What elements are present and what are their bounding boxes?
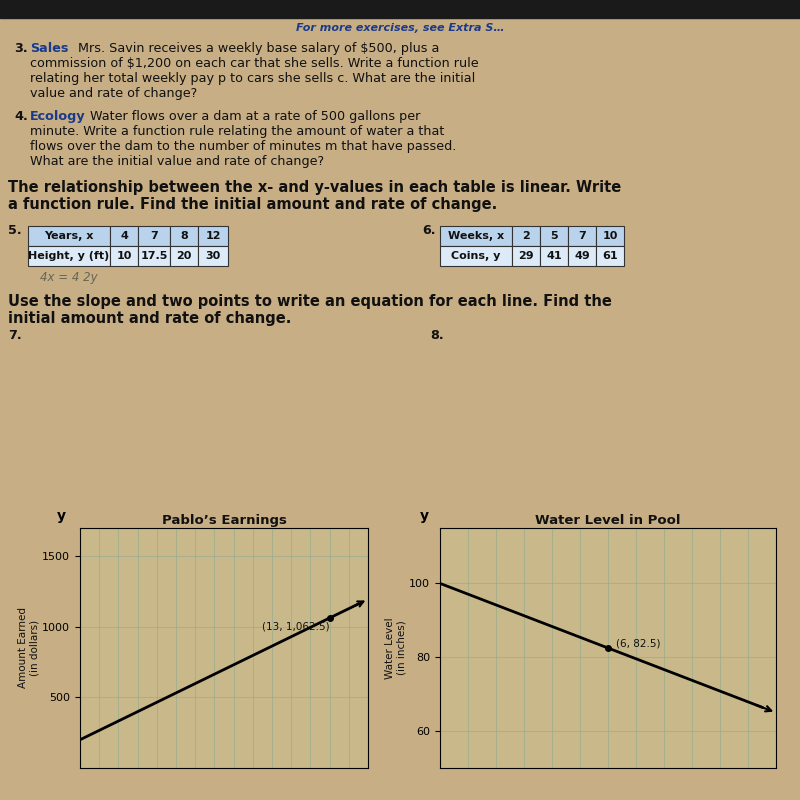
Text: 20: 20: [176, 251, 192, 261]
Text: What are the initial value and rate of change?: What are the initial value and rate of c…: [30, 155, 324, 168]
Text: Mrs. Savin receives a weekly base salary of $500, plus a: Mrs. Savin receives a weekly base salary…: [74, 42, 439, 55]
Text: For more exercises, see Extra S…: For more exercises, see Extra S…: [296, 23, 504, 33]
Text: 41: 41: [546, 251, 562, 261]
Text: relating her total weekly pay p to cars she sells c. What are the initial: relating her total weekly pay p to cars …: [30, 72, 475, 85]
Text: 2: 2: [522, 231, 530, 241]
Text: initial amount and rate of change.: initial amount and rate of change.: [8, 311, 291, 326]
Text: value and rate of change?: value and rate of change?: [30, 87, 198, 100]
Text: Height, y (ft): Height, y (ft): [28, 251, 110, 261]
Text: 7.: 7.: [8, 329, 22, 342]
Bar: [28, 246, 110, 266]
Text: 4: 4: [120, 231, 128, 241]
Bar: [540, 246, 568, 266]
Y-axis label: Amount Earned
(in dollars): Amount Earned (in dollars): [18, 607, 39, 689]
Text: (13, 1,062.5): (13, 1,062.5): [262, 622, 330, 631]
Bar: [596, 226, 624, 246]
Text: 8.: 8.: [430, 329, 444, 342]
Text: 61: 61: [602, 251, 618, 261]
Text: Weeks, x: Weeks, x: [448, 231, 504, 241]
Y-axis label: Water Level
(in inches): Water Level (in inches): [385, 617, 406, 679]
Text: 17.5: 17.5: [140, 251, 168, 261]
Bar: [138, 246, 170, 266]
Text: y: y: [57, 509, 66, 523]
Text: Use the slope and two points to write an equation for each line. Find the: Use the slope and two points to write an…: [8, 294, 612, 309]
Title: Water Level in Pool: Water Level in Pool: [535, 514, 681, 527]
Text: minute. Write a function rule relating the amount of water a that: minute. Write a function rule relating t…: [30, 125, 444, 138]
Text: 5.: 5.: [8, 224, 22, 237]
Bar: [512, 246, 540, 266]
Text: Ecology: Ecology: [30, 110, 86, 123]
Bar: [540, 226, 568, 246]
Bar: [198, 246, 228, 266]
Bar: [170, 246, 198, 266]
Bar: [110, 226, 138, 246]
Text: 6.: 6.: [422, 224, 435, 237]
Text: (6, 82.5): (6, 82.5): [616, 638, 661, 648]
Text: 30: 30: [206, 251, 221, 261]
Text: Years, x: Years, x: [44, 231, 94, 241]
Text: 10: 10: [602, 231, 618, 241]
Text: 5: 5: [550, 231, 558, 241]
Text: 4x = 4 2y: 4x = 4 2y: [40, 271, 98, 284]
Text: 3.: 3.: [14, 42, 28, 55]
Bar: [28, 226, 110, 246]
Text: 8: 8: [180, 231, 188, 241]
Text: Coins, y: Coins, y: [451, 251, 501, 261]
Bar: [568, 226, 596, 246]
Text: 10: 10: [116, 251, 132, 261]
Text: 49: 49: [574, 251, 590, 261]
Text: 4.: 4.: [14, 110, 28, 123]
Title: Pablo’s Earnings: Pablo’s Earnings: [162, 514, 286, 527]
Text: 29: 29: [518, 251, 534, 261]
Bar: [440, 226, 512, 246]
Bar: [170, 226, 198, 246]
Bar: [596, 246, 624, 266]
Text: 12: 12: [206, 231, 221, 241]
Bar: [512, 226, 540, 246]
Text: commission of $1,200 on each car that she sells. Write a function rule: commission of $1,200 on each car that sh…: [30, 57, 478, 70]
Text: flows over the dam to the number of minutes m that have passed.: flows over the dam to the number of minu…: [30, 140, 456, 153]
Bar: [138, 226, 170, 246]
Text: 7: 7: [150, 231, 158, 241]
Text: The relationship between the x- and y-values in each table is linear. Write: The relationship between the x- and y-va…: [8, 180, 622, 195]
Text: a function rule. Find the initial amount and rate of change.: a function rule. Find the initial amount…: [8, 197, 498, 212]
Text: y: y: [420, 509, 429, 523]
Bar: [568, 246, 596, 266]
Bar: [440, 246, 512, 266]
Text: Sales: Sales: [30, 42, 68, 55]
Text: Water flows over a dam at a rate of 500 gallons per: Water flows over a dam at a rate of 500 …: [86, 110, 420, 123]
Bar: [110, 246, 138, 266]
Bar: [198, 226, 228, 246]
Bar: [0, 0, 800, 18]
Text: 7: 7: [578, 231, 586, 241]
